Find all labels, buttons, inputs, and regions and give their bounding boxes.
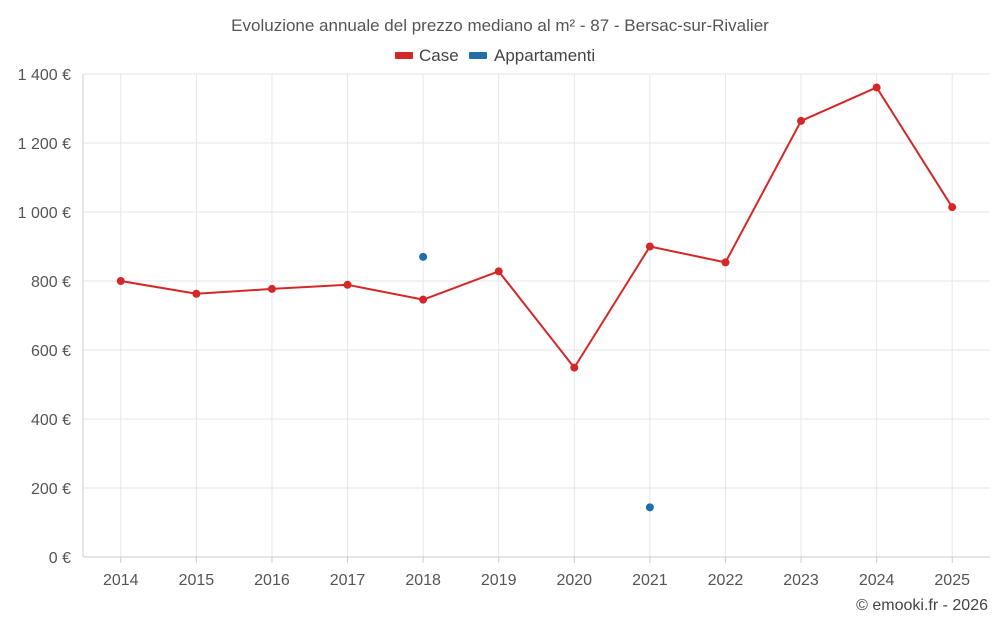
x-tick-label: 2022 <box>708 572 744 589</box>
y-tick-label: 1 200 € <box>18 136 71 153</box>
x-tick-label: 2019 <box>481 572 517 589</box>
legend: Case Appartamenti <box>395 46 595 65</box>
legend-item-case[interactable]: Case <box>395 46 459 65</box>
data-point-case-2021[interactable] <box>645 242 654 251</box>
data-point-appartamenti-2021[interactable] <box>645 503 654 512</box>
legend-item-appartamenti[interactable]: Appartamenti <box>469 46 595 65</box>
y-tick-label: 0 € <box>49 550 71 567</box>
x-tick-label: 2014 <box>103 572 139 589</box>
series-case-segment <box>195 287 273 295</box>
y-tick-label: 600 € <box>31 343 71 360</box>
axes: 0 € 200 € 400 € 600 € 800 € 1 000 € 1 200 € 1 4… <box>18 67 990 589</box>
series-case-segment <box>422 270 500 301</box>
y-tick-label: 200 € <box>31 481 71 498</box>
series-case-segment <box>724 119 803 264</box>
data-point-case-2017[interactable] <box>343 280 352 289</box>
legend-label-appartamenti: Appartamenti <box>494 46 595 65</box>
series-case-segment <box>875 86 954 209</box>
series-case-segment <box>573 245 651 369</box>
y-tick-label: 1 400 € <box>18 67 71 84</box>
data-point-case-2023[interactable] <box>797 116 806 125</box>
data-point-case-2024[interactable] <box>872 83 881 92</box>
x-tick-label: 2015 <box>179 572 215 589</box>
legend-swatch-case <box>395 52 413 59</box>
x-tick-label: 2016 <box>254 572 290 589</box>
data-point-case-2020[interactable] <box>570 363 579 372</box>
series-appartamenti <box>419 252 654 512</box>
grid <box>83 73 990 558</box>
data-point-case-2015[interactable] <box>192 289 201 298</box>
data-point-appartamenti-2018[interactable] <box>419 252 428 261</box>
legend-label-case: Case <box>419 46 459 65</box>
x-tick-label: 2020 <box>556 572 592 589</box>
series-case-segment <box>648 245 727 264</box>
series-case-segment <box>497 270 576 369</box>
y-tick-label: 400 € <box>31 412 71 429</box>
legend-swatch-appartamenti <box>469 52 487 59</box>
data-point-case-2025[interactable] <box>948 203 957 212</box>
credit-text: © emooki.fr - 2026 <box>856 597 988 614</box>
series-case-segment <box>800 86 878 122</box>
x-tick-label: 2021 <box>632 572 668 589</box>
series <box>116 83 957 512</box>
x-tick-label: 2023 <box>783 572 819 589</box>
y-tick-label: 800 € <box>31 274 71 291</box>
series-case-segment <box>346 283 425 301</box>
data-point-case-2019[interactable] <box>494 267 503 276</box>
series-case-segment <box>270 283 349 290</box>
data-point-case-2018[interactable] <box>419 295 428 304</box>
series-case-segment <box>119 280 198 295</box>
x-tick-label: 2018 <box>405 572 441 589</box>
data-point-case-2016[interactable] <box>267 284 276 293</box>
x-tick-label: 2017 <box>330 572 366 589</box>
y-tick-label: 1 000 € <box>18 205 71 222</box>
series-case <box>116 83 957 372</box>
data-point-case-2014[interactable] <box>116 277 125 285</box>
x-tick-label: 2025 <box>934 572 970 589</box>
x-tick-label: 2024 <box>859 572 895 589</box>
data-point-case-2022[interactable] <box>721 258 730 267</box>
chart-title: Evoluzione annuale del prezzo mediano al… <box>231 16 769 35</box>
